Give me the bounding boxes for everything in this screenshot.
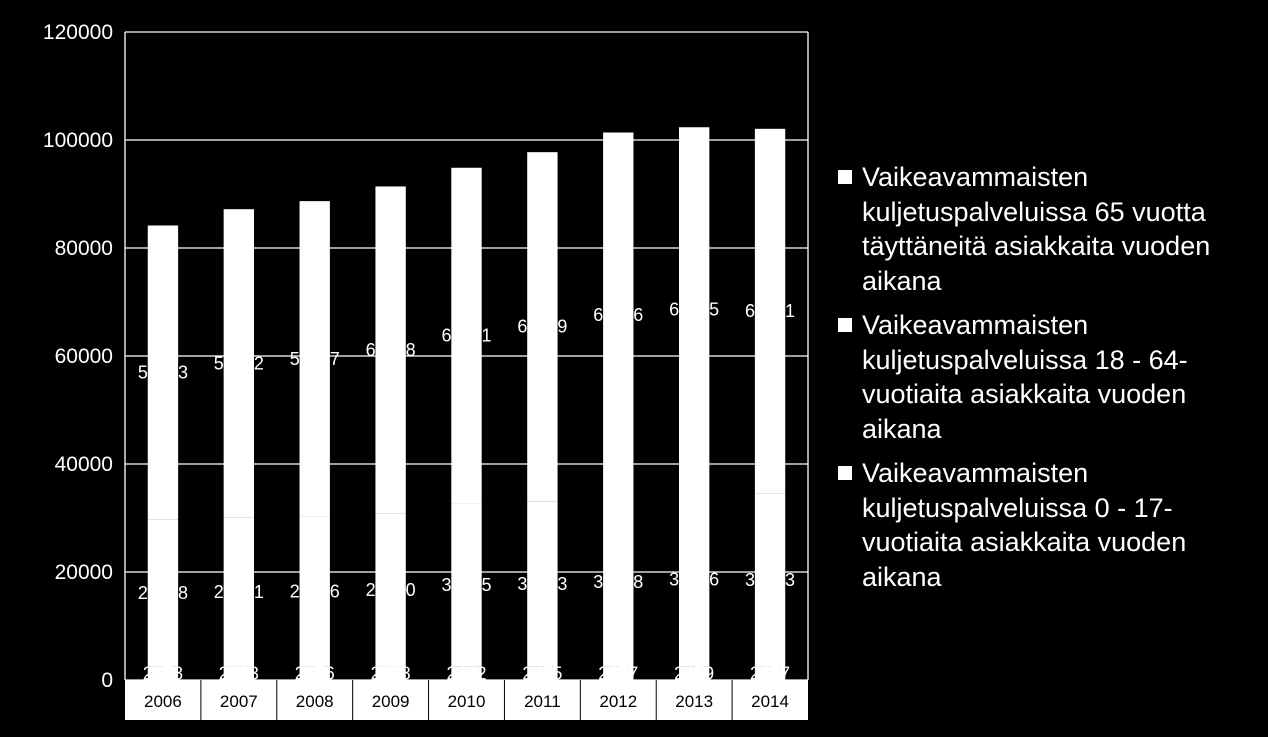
bar-2011-series-2 — [527, 152, 558, 502]
data-label: 28390 — [366, 580, 416, 600]
legend-item-0-17: Vaikeavammaisten kuljetuspalveluissa 0 -… — [838, 456, 1258, 594]
y-tick-label: 0 — [101, 669, 113, 692]
legend-swatch — [838, 466, 852, 480]
bar-2006-series-2 — [147, 225, 179, 520]
bar-2013-series-0 — [678, 666, 710, 680]
bar-2011-series-0 — [527, 666, 558, 680]
x-tick-label: 2014 — [751, 692, 789, 711]
data-label: 2488 — [371, 663, 411, 683]
data-label: 54413 — [138, 362, 188, 382]
x-tick-label: 2006 — [144, 692, 182, 711]
bar-2010-series-0 — [451, 666, 482, 680]
legend-item-18-64: Vaikeavammaisten kuljetuspalveluissa 18 … — [838, 308, 1258, 446]
x-tick-label: 2011 — [524, 692, 561, 711]
bar-2011-series-1 — [527, 501, 558, 667]
bars — [147, 127, 786, 680]
bar-2013-series-1 — [678, 491, 710, 667]
bar-2014-series-2 — [754, 128, 786, 494]
data-label: 2483 — [219, 663, 259, 683]
data-label: 2459 — [674, 663, 714, 683]
x-tick-label: 2008 — [296, 692, 334, 711]
data-label: 2476 — [295, 663, 335, 683]
data-label: 67471 — [745, 301, 795, 321]
x-axis-band-bg — [125, 680, 808, 720]
legend-swatch — [838, 170, 852, 184]
bar-2007-series-1 — [223, 517, 255, 667]
bar-2006-series-1 — [147, 519, 179, 667]
legend-item-65-plus: Vaikeavammaisten kuljetuspalveluissa 65 … — [838, 160, 1258, 298]
bar-2010-series-2 — [451, 167, 482, 504]
data-label: 30325 — [441, 575, 491, 595]
data-label: 2477 — [750, 663, 790, 683]
data-label: 27786 — [290, 582, 340, 602]
bar-2007-series-2 — [223, 209, 255, 518]
data-label: 64649 — [517, 317, 567, 337]
y-axis-ticks: 0 20000 40000 60000 80000 100000 120000 — [43, 21, 113, 692]
bar-2012-series-1 — [603, 497, 634, 667]
x-tick-label: 2012 — [599, 692, 637, 711]
y-tick-label: 80000 — [55, 237, 113, 260]
legend-swatch — [838, 318, 852, 332]
data-label: 30643 — [517, 574, 567, 594]
bar-2012-series-0 — [603, 666, 634, 680]
bar-2008-series-1 — [299, 516, 330, 667]
x-tick-label: 2009 — [372, 692, 410, 711]
bar-2008-series-2 — [299, 201, 330, 517]
data-label: 67596 — [593, 305, 643, 325]
y-tick-label: 100000 — [43, 129, 113, 152]
bar-2010-series-1 — [451, 503, 482, 667]
data-label: 27641 — [214, 582, 264, 602]
legend-label: Vaikeavammaisten kuljetuspalveluissa 18 … — [862, 310, 1188, 444]
legend: Vaikeavammaisten kuljetuspalveluissa 65 … — [838, 160, 1258, 604]
bar-2013-series-2 — [678, 127, 710, 492]
bar-2014-series-1 — [754, 493, 786, 667]
data-label: 2477 — [598, 663, 638, 683]
y-tick-label: 20000 — [55, 561, 113, 584]
y-tick-label: 40000 — [55, 453, 113, 476]
bar-2008-series-0 — [299, 666, 330, 680]
bar-2009-series-0 — [375, 666, 406, 680]
data-label: 27278 — [138, 583, 188, 603]
bar-2009-series-1 — [375, 513, 406, 667]
legend-label: Vaikeavammaisten kuljetuspalveluissa 65 … — [862, 162, 1211, 296]
data-label: 2442 — [446, 663, 486, 683]
bar-2014-series-0 — [754, 666, 786, 680]
data-label: 57062 — [214, 353, 264, 373]
x-axis-band: 2006 2007 2008 2009 2010 2011 2012 2013 2014 — [125, 680, 808, 720]
data-label: 67545 — [669, 300, 719, 320]
data-label: 2478 — [143, 663, 183, 683]
data-label: 2455 — [522, 663, 562, 683]
y-tick-label: 60000 — [55, 345, 113, 368]
data-label: 60518 — [366, 340, 416, 360]
data-label: 32356 — [669, 569, 719, 589]
bar-2009-series-2 — [375, 186, 406, 514]
x-tick-label: 2007 — [220, 692, 258, 711]
data-label: 58417 — [290, 349, 340, 369]
x-tick-label: 2013 — [675, 692, 713, 711]
x-tick-label: 2010 — [448, 692, 486, 711]
data-label: 31318 — [593, 572, 643, 592]
bar-2006-series-0 — [147, 666, 179, 680]
data-label: 32123 — [745, 570, 795, 590]
bar-2007-series-0 — [223, 666, 255, 680]
bar-2012-series-2 — [603, 132, 634, 498]
y-tick-label: 120000 — [43, 21, 113, 44]
legend-label: Vaikeavammaisten kuljetuspalveluissa 0 -… — [862, 458, 1187, 592]
data-label: 62091 — [441, 325, 491, 345]
data-labels: 2478 27278 54413 2483 27641 57062 2476 27786 584… — [138, 300, 795, 684]
